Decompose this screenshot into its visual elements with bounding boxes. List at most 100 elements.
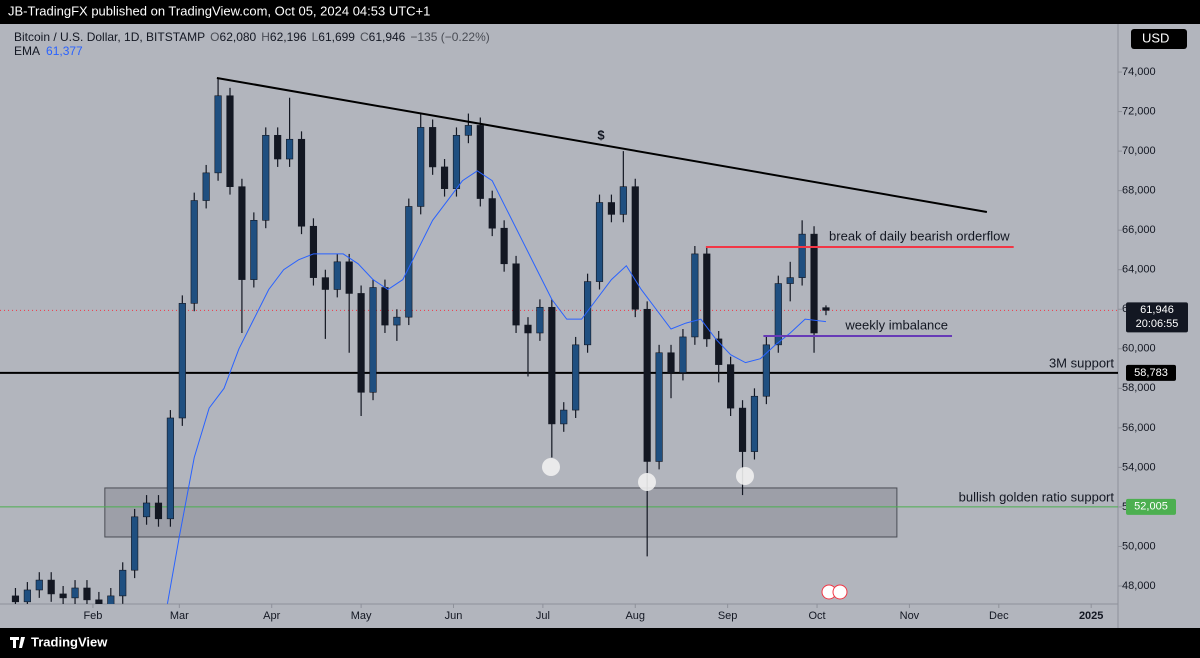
candle-body — [762, 344, 770, 397]
candle-body — [95, 599, 103, 604]
countdown: 20:06:55 — [1136, 318, 1179, 330]
legend-value: O — [210, 30, 219, 44]
y-tick-label: 56,000 — [1122, 422, 1156, 434]
y-tick-label: 48,000 — [1122, 580, 1156, 592]
candle-body — [703, 253, 711, 340]
candle-body — [107, 595, 115, 604]
candle-body — [405, 206, 413, 318]
candle-body — [369, 287, 377, 393]
legend-value: H — [261, 30, 270, 44]
candle-body — [810, 233, 818, 334]
candle-body — [226, 95, 234, 187]
x-tick-label: Apr — [263, 610, 280, 622]
candle-body — [822, 307, 830, 311]
candle-body — [321, 277, 329, 290]
candle-body — [679, 336, 687, 373]
y-tick-label: 66,000 — [1122, 224, 1156, 236]
legend-value: 62,196 — [270, 30, 307, 44]
candle-body — [166, 417, 174, 520]
candle-body — [452, 134, 461, 189]
candle-body — [202, 172, 210, 201]
candle-body — [23, 589, 31, 603]
ema-name: EMA — [14, 44, 40, 58]
level-text: bullish golden ratio support — [959, 489, 1115, 504]
candle-body — [142, 502, 151, 518]
y-tick-label: 70,000 — [1122, 145, 1156, 157]
x-tick-label: Mar — [170, 610, 189, 622]
x-tick-label: Jun — [445, 610, 463, 622]
footer-bar — [0, 628, 1200, 658]
price-tag-label: 58,783 — [1134, 367, 1168, 379]
x-tick-label: Sep — [718, 610, 738, 622]
price-tag — [1126, 364, 1176, 381]
y-tick-label: 58,000 — [1122, 382, 1156, 394]
candle-body — [560, 409, 568, 425]
legend-values: O62,080 H62,196 L61,699 C61,946 −135 (−0.22%… — [210, 30, 490, 44]
y-tick-label: 68,000 — [1122, 185, 1156, 197]
candle-body — [119, 569, 127, 597]
legend-value: 61,946 — [369, 30, 406, 44]
low-marker — [638, 473, 656, 491]
candle-body — [238, 186, 246, 280]
candle-body — [35, 579, 43, 591]
candle-body — [190, 200, 198, 304]
legend-value: L — [312, 30, 319, 44]
candle-body — [429, 127, 437, 168]
x-tick-label: Jul — [536, 610, 550, 622]
segment — [216, 76, 988, 213]
candle-body — [464, 125, 472, 136]
price-tag — [1126, 498, 1176, 515]
candle-body — [548, 306, 556, 425]
ema-value: 61,377 — [46, 44, 83, 58]
last-price-tag — [1126, 302, 1188, 333]
candle-body — [286, 138, 294, 160]
candle-body — [381, 287, 389, 326]
candle-body — [727, 364, 735, 409]
candle-body — [83, 587, 91, 601]
candle-body — [250, 219, 258, 280]
candle-body — [178, 303, 186, 419]
y-tick-label: 60,000 — [1122, 343, 1156, 355]
candle-body — [584, 281, 592, 346]
y-tick-label: 50,000 — [1122, 540, 1156, 552]
candle-body — [607, 202, 616, 215]
candle-body — [274, 134, 282, 160]
candle-body — [59, 593, 67, 599]
candle-body — [262, 134, 270, 221]
y-tick-label: 72,000 — [1122, 105, 1156, 117]
legend-value: 61,699 — [318, 30, 355, 44]
candle-body — [655, 352, 663, 462]
currency-button[interactable] — [1131, 29, 1187, 49]
candle-body — [417, 127, 425, 207]
candle-body — [512, 263, 520, 326]
candle-body — [619, 186, 627, 215]
candle-body — [750, 395, 759, 452]
x-tick-label: Aug — [625, 610, 645, 622]
low-marker — [736, 467, 754, 485]
candle-body — [715, 338, 723, 365]
candle-body — [595, 202, 604, 282]
x-tick-label: Oct — [808, 610, 825, 622]
candle-body — [476, 125, 484, 199]
legend-value: −135 (−0.22%) — [410, 30, 489, 44]
candle-body — [798, 233, 806, 278]
candle-body — [297, 138, 306, 227]
candle-body — [154, 502, 163, 520]
segment-text: break of daily bearish orderflow — [829, 228, 1010, 243]
ema-line — [166, 170, 827, 604]
x-tick-label: Dec — [989, 610, 1009, 622]
logo — [10, 637, 25, 648]
candle-body — [131, 516, 139, 571]
candle-body — [774, 283, 782, 346]
candle-body — [333, 261, 341, 290]
level-text: 3M support — [1049, 355, 1114, 370]
candle-body — [500, 227, 508, 265]
candle-body — [47, 579, 55, 595]
candle-body — [631, 186, 639, 310]
legend-value: C — [360, 30, 369, 44]
events-icon — [821, 584, 848, 600]
candle-body — [643, 308, 651, 462]
candle-body — [393, 316, 401, 326]
candle-body — [214, 95, 222, 174]
